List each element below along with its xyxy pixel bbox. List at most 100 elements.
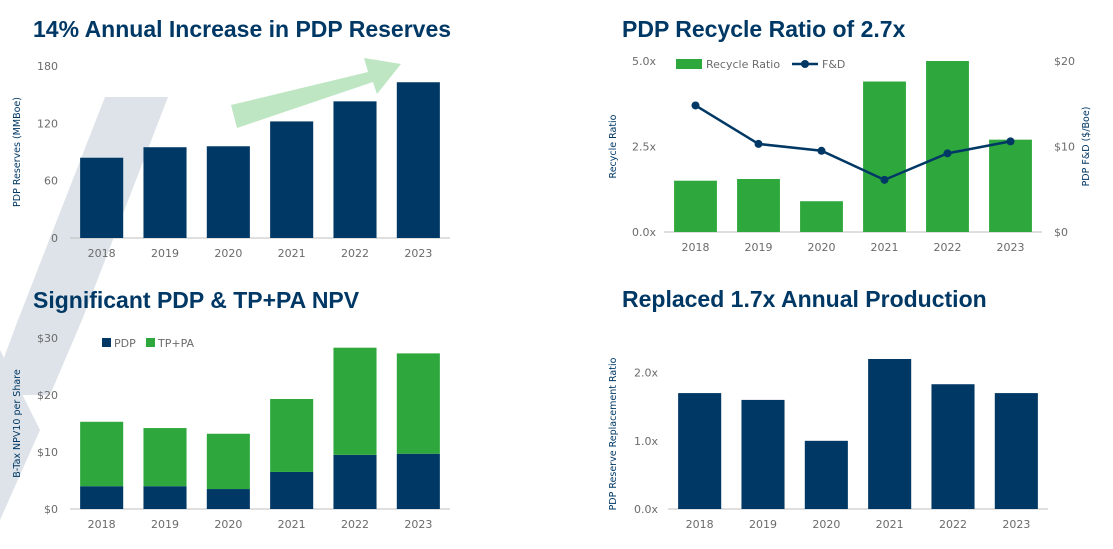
legend-label-fd: F&D	[822, 58, 845, 71]
reserves-bar	[206, 146, 250, 238]
x-tick-label: 2023	[404, 247, 432, 260]
x-tick-label: 2023	[404, 518, 432, 531]
x-tick-label: 2020	[812, 518, 840, 531]
npv-chart: 2018 2019 2020 2021 2022 2023 $0 $10 $20 $30 B-Tax…	[12, 332, 450, 531]
x-tick-label: 2019	[745, 241, 773, 254]
y-tick-label: 0.0x	[632, 226, 656, 239]
reserves-title: 14% Annual Increase in PDP Reserves	[33, 16, 452, 42]
reserves-bar	[80, 157, 124, 238]
y-tick-label: $20	[37, 389, 58, 402]
legend-label-tppa: TP+PA	[157, 337, 194, 350]
y-tick-label: 180	[37, 60, 58, 73]
fd-point	[817, 146, 826, 155]
npv-tppa-bar	[206, 433, 250, 490]
recycle-ratio-bar	[926, 61, 969, 232]
x-tick-label: 2018	[686, 518, 714, 531]
npv-pdp-bar	[206, 489, 250, 509]
y-right-tick-label: $0	[1054, 226, 1068, 239]
replacement-bar	[994, 393, 1038, 509]
fd-point	[1006, 137, 1015, 146]
x-tick-label: 2021	[871, 241, 899, 254]
x-tick-label: 2020	[214, 247, 242, 260]
y-tick-label: 0.0x	[634, 503, 658, 516]
x-tick-label: 2019	[151, 518, 179, 531]
fd-point	[691, 101, 700, 110]
replacement-bar	[678, 393, 722, 509]
x-tick-label: 2020	[808, 241, 836, 254]
reserves-bar	[396, 82, 440, 238]
npv-tppa-bar	[396, 353, 440, 454]
x-tick-label: 2023	[1002, 518, 1030, 531]
y-axis-title: PDP Reserve Replacement Ratio	[608, 357, 619, 510]
replacement-bar	[931, 384, 975, 509]
reserves-bar	[270, 121, 314, 238]
fd-point	[754, 139, 763, 148]
npv-pdp-bar	[80, 486, 124, 509]
x-tick-label: 2018	[88, 518, 116, 531]
reserves-bar	[143, 147, 187, 238]
replacement-title: Replaced 1.7x Annual Production	[622, 286, 987, 312]
trend-arrow-icon	[231, 58, 401, 128]
x-tick-label: 2019	[151, 247, 179, 260]
y-tick-label: 2.5x	[632, 141, 656, 154]
recycle-ratio-bar	[800, 201, 843, 232]
npv-tppa-bar	[333, 347, 377, 455]
x-tick-label: 2021	[876, 518, 904, 531]
npv-pdp-bar	[396, 453, 440, 509]
x-tick-label: 2022	[934, 241, 962, 254]
recycle-chart: 2018 2019 2020 2021 2022 2023 0.0x 2.5x 5.0x Recy…	[608, 55, 1092, 254]
legend-swatch-pdp	[102, 338, 111, 347]
y-tick-label: 60	[44, 175, 58, 188]
recycle-title: PDP Recycle Ratio of 2.7x	[622, 16, 906, 42]
npv-tppa-bar	[80, 421, 124, 487]
x-tick-label: 2021	[278, 247, 306, 260]
reserves-bar	[333, 101, 377, 238]
y-tick-label: $30	[37, 332, 58, 345]
legend-swatch-fd-point	[801, 60, 809, 68]
replacement-chart: 2018 2019 2020 2021 2022 2023 0.0x 1.0x 2.0x PDP …	[608, 357, 1048, 531]
x-tick-label: 2020	[214, 518, 242, 531]
recycle-ratio-bar	[989, 139, 1032, 232]
npv-tppa-bar	[270, 398, 314, 472]
x-tick-label: 2018	[88, 247, 116, 260]
fd-point	[880, 175, 889, 184]
chevron-middle-shape	[0, 320, 82, 395]
npv-title: Significant PDP & TP+PA NPV	[33, 287, 360, 313]
y-axis-title: B-Tax NPV10 per Share	[12, 369, 23, 478]
y-tick-label: 5.0x	[632, 55, 656, 68]
recycle-ratio-bar	[674, 180, 717, 232]
y-tick-label: 120	[37, 117, 58, 130]
replacement-bar	[741, 399, 785, 509]
x-tick-label: 2022	[939, 518, 967, 531]
y-tick-label: 2.0x	[634, 367, 658, 380]
npv-pdp-bar	[333, 454, 377, 509]
fd-point	[943, 149, 952, 158]
legend-swatch-tppa	[146, 338, 155, 347]
y-axis-title: Recycle Ratio	[608, 114, 619, 178]
legend-label-pdp: PDP	[114, 337, 136, 350]
reserves-chart: 2018 2019 2020 2021 2022 2023 0 60 120 180 PDP Res…	[12, 58, 450, 260]
x-tick-label: 2021	[278, 518, 306, 531]
y-right-tick-label: $10	[1054, 141, 1075, 154]
replacement-bar	[868, 359, 912, 509]
chevron-lower-shape	[0, 350, 40, 520]
legend-label-recycle-ratio: Recycle Ratio	[706, 58, 780, 71]
y-tick-label: $10	[37, 446, 58, 459]
npv-pdp-bar	[143, 486, 187, 509]
x-tick-label: 2022	[341, 247, 369, 260]
legend-swatch-recycle-ratio	[676, 59, 702, 69]
x-tick-label: 2018	[682, 241, 710, 254]
fd-line	[694, 104, 1011, 182]
y-right-axis-title: PDP F&D ($/Boe)	[1081, 107, 1092, 187]
recycle-ratio-bar	[737, 178, 780, 232]
y-right-tick-label: $20	[1054, 55, 1075, 68]
y-tick-label: 1.0x	[634, 435, 658, 448]
replacement-bar	[804, 440, 848, 509]
npv-pdp-bar	[270, 471, 314, 509]
recycle-ratio-bar	[863, 81, 906, 233]
x-tick-label: 2019	[749, 518, 777, 531]
x-tick-label: 2022	[341, 518, 369, 531]
y-tick-label: 0	[51, 232, 58, 245]
y-axis-title: PDP Reserves (MMBoe)	[12, 97, 23, 207]
x-tick-label: 2023	[997, 241, 1025, 254]
